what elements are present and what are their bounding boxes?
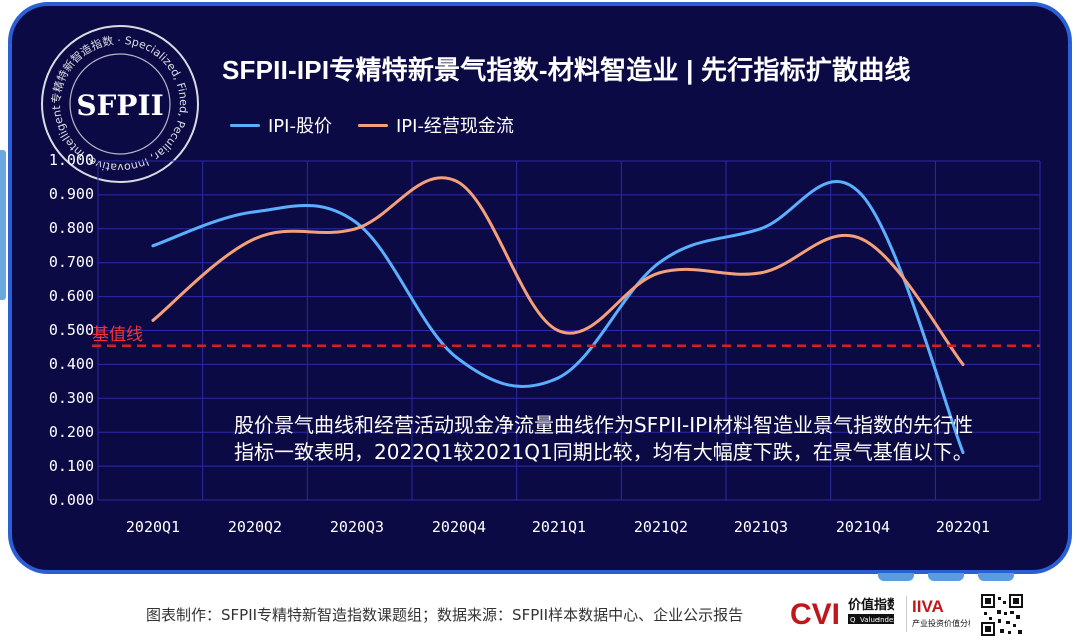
chart-panel — [8, 2, 1072, 574]
cvi-name: 价值指数 — [848, 597, 894, 613]
x-tick-label: 2021Q4 — [835, 518, 891, 536]
cvi-sub-value: Value — [860, 616, 879, 624]
data-point — [961, 451, 965, 455]
legend-label-stock: IPI-股价 — [268, 116, 332, 137]
chart-title: SFPII-IPI专精特新景气指数-材料智造业 | 先行指标扩散曲线 — [222, 55, 911, 85]
y-tick-label: 0.500 — [48, 321, 94, 339]
iiva-sub: 产业投资价值分析 — [912, 618, 970, 628]
cvi-mark: CVI — [790, 598, 840, 631]
chart-legend: IPI-股价 IPI-经营现金流 — [230, 112, 514, 138]
legend-swatch-stock — [230, 123, 260, 127]
y-tick-label: 0.100 — [48, 457, 94, 475]
panel-tab-3 — [978, 573, 1014, 581]
chart-annotation: 股价景气曲线和经营活动现金净流量曲线作为SFPII-IPI材料智造业景气指数的先… — [234, 413, 974, 464]
y-tick-label: 0.800 — [48, 219, 94, 237]
data-point — [759, 227, 762, 231]
data-point — [151, 318, 155, 322]
data-point — [354, 227, 357, 231]
data-point — [556, 376, 560, 380]
y-tick-label: 0.300 — [48, 389, 94, 407]
legend-item-cashflow: IPI-经营现金流 — [357, 112, 514, 138]
cvi-sub-index: Index — [878, 616, 894, 624]
data-point — [354, 220, 357, 224]
left-accent-bar — [0, 150, 6, 300]
x-tick-label: 2020Q2 — [227, 518, 283, 536]
x-tick-label: 2021Q1 — [531, 518, 587, 536]
cvi-value-index-logo: CVI 价值指数 Q Value Index — [790, 597, 894, 631]
x-tick-label: 2020Q1 — [125, 518, 181, 536]
x-tick-label: 2020Q3 — [329, 518, 385, 536]
data-point — [455, 179, 459, 183]
series-line-cashflow — [151, 176, 965, 366]
data-point — [252, 210, 256, 214]
y-tick-label: 1.000 — [48, 151, 94, 169]
panel-tab-1 — [878, 573, 914, 581]
data-point — [657, 261, 661, 265]
y-tick-label: 0.900 — [48, 185, 94, 203]
y-tick-label: 0.400 — [48, 355, 94, 373]
x-tick-label: 2020Q4 — [431, 518, 487, 536]
y-tick-label: 0.600 — [48, 287, 94, 305]
legend-item-stock: IPI-股价 — [230, 112, 332, 138]
y-tick-label: 0.700 — [48, 253, 94, 271]
seal-center-text: SFPII — [76, 89, 163, 122]
data-point — [151, 244, 155, 248]
x-tick-label: 2021Q3 — [733, 518, 789, 536]
data-point — [860, 193, 864, 197]
qr-code-icon — [980, 593, 1024, 637]
data-point — [657, 271, 661, 275]
sfpii-seal-logo: 专精特新智造指数 · Specialized, Fined, Peculiar,… — [36, 20, 199, 183]
iiva-logo: IIVA 产业投资价值分析 — [906, 596, 970, 632]
iiva-mark: IIVA — [912, 597, 944, 616]
data-point — [252, 237, 256, 241]
data-point — [961, 362, 965, 366]
data-point — [860, 237, 864, 241]
footer-credit: 图表制作：SFPII专精特新智造指数课题组；数据来源：SFPII样本数据中心、企… — [146, 606, 744, 624]
data-point — [759, 271, 762, 275]
legend-swatch-cashflow — [357, 123, 388, 127]
data-point — [556, 329, 560, 332]
y-tick-label: 0.000 — [48, 491, 94, 509]
data-point — [455, 356, 459, 360]
y-tick-label: 0.200 — [48, 423, 94, 441]
baseline-label: 基值线 — [92, 325, 143, 345]
x-tick-label: 2022Q1 — [935, 518, 991, 536]
cvi-sub-q: Q — [850, 616, 856, 624]
x-tick-label: 2021Q2 — [633, 518, 689, 536]
panel-tab-2 — [928, 573, 964, 581]
legend-label-cashflow: IPI-经营现金流 — [395, 116, 514, 137]
